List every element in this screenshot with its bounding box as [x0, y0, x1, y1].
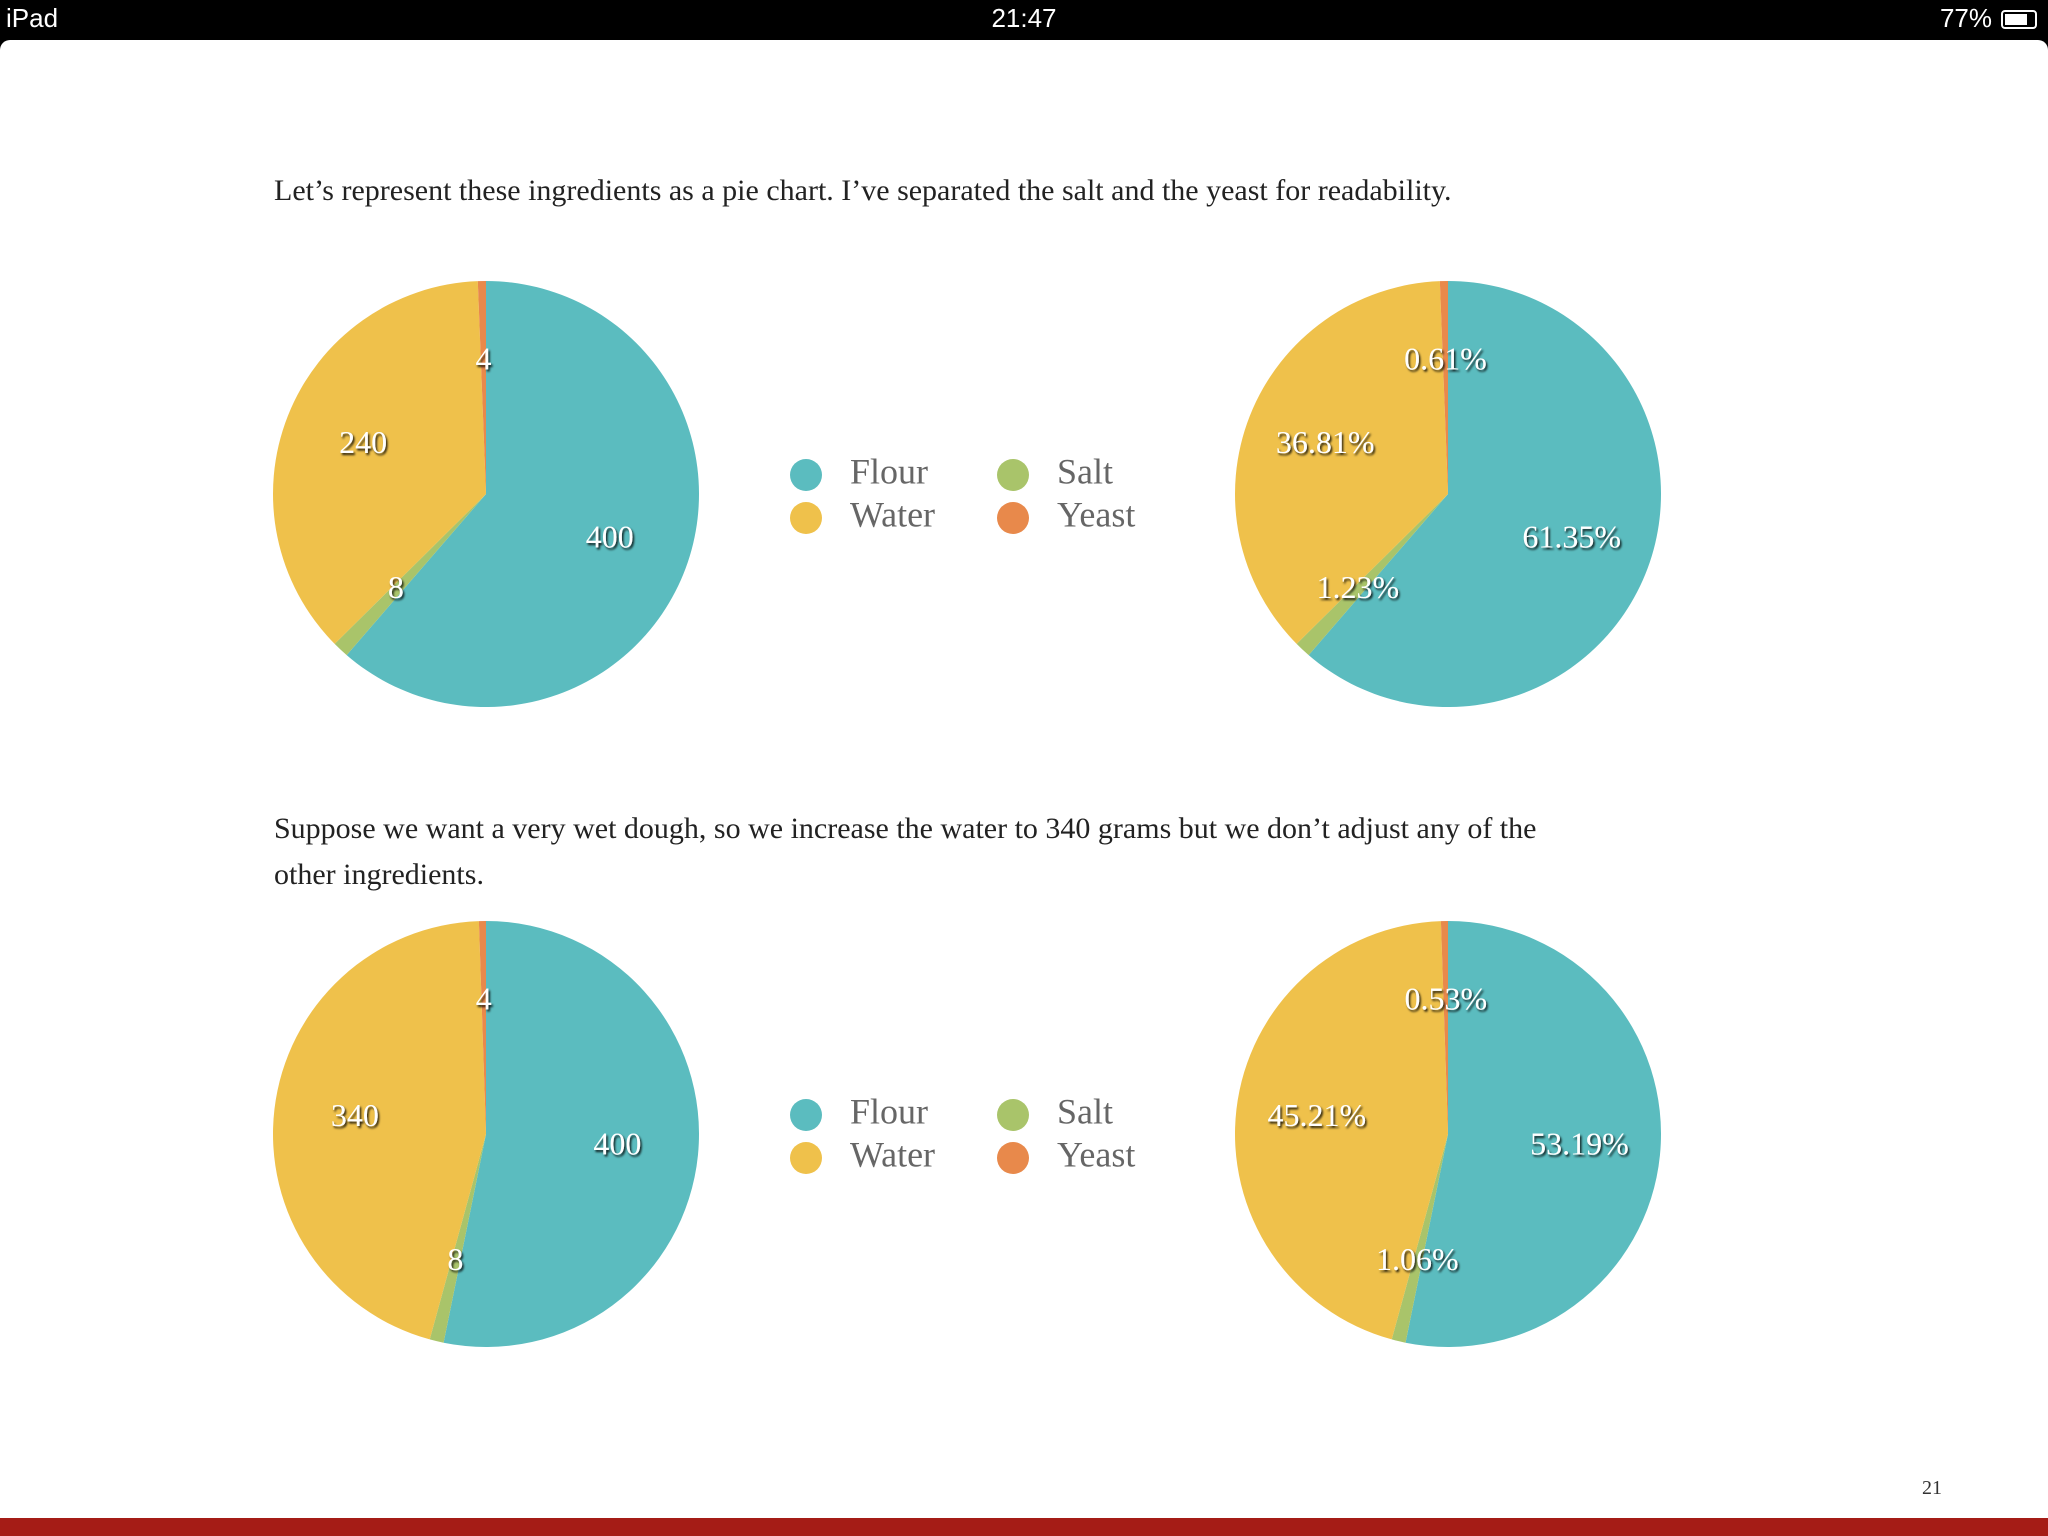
- pie-slice: [443, 921, 699, 1347]
- battery-level: 77%: [1940, 3, 1992, 33]
- legend-marker: [997, 502, 1029, 534]
- pie-slice: [1439, 281, 1448, 494]
- legend-label: Flour: [850, 451, 928, 491]
- data-label: 53.19%: [1530, 1126, 1629, 1162]
- data-label: 8: [447, 1241, 463, 1277]
- pie-slice: [478, 921, 486, 1134]
- pie-slice: [334, 494, 486, 656]
- data-label: 4: [475, 340, 491, 376]
- book-page: [0, 40, 2048, 1536]
- data-label: 400: [593, 1126, 641, 1162]
- data-label: 400: [586, 518, 634, 554]
- legend-label: Flour: [850, 1091, 928, 1131]
- legend-label: Yeast: [1057, 494, 1135, 534]
- data-label: 340: [331, 1097, 379, 1133]
- legend-marker: [790, 1142, 822, 1174]
- pie-slice: [273, 921, 486, 1340]
- legend-marker: [790, 502, 822, 534]
- page-number: 21: [1922, 1477, 1942, 1499]
- legend-marker: [997, 459, 1029, 491]
- pie-slice: [1235, 921, 1448, 1340]
- data-label: 8: [388, 569, 404, 605]
- data-label: 1.23%: [1316, 569, 1399, 605]
- pie-slice: [429, 1134, 486, 1343]
- pie-slice: [1440, 921, 1448, 1134]
- clock: 21:47: [991, 3, 1056, 33]
- legend-label: Yeast: [1057, 1134, 1135, 1174]
- legend-marker: [790, 1099, 822, 1131]
- device-name: iPad: [6, 3, 58, 33]
- status-bar: [0, 0, 2048, 40]
- legend-marker: [790, 459, 822, 491]
- paragraph: Suppose we want a very wet dough, so we …: [274, 812, 1536, 845]
- pie-slice: [1391, 1134, 1448, 1343]
- battery-fill: [2005, 14, 2027, 25]
- paragraph: Let’s represent these ingredients as a p…: [274, 174, 1452, 207]
- battery-icon: [2001, 10, 2037, 29]
- legend-label: Water: [850, 494, 935, 534]
- data-label: 4: [476, 980, 492, 1016]
- legend-label: Water: [850, 1134, 935, 1174]
- paragraph: other ingredients.: [274, 858, 484, 891]
- pie-slice: [1405, 921, 1661, 1347]
- legend-marker: [997, 1142, 1029, 1174]
- pie-slice: [1235, 281, 1448, 644]
- pie-slice: [273, 281, 486, 644]
- data-label: 45.21%: [1268, 1097, 1367, 1133]
- legend-marker: [997, 1099, 1029, 1131]
- data-label: 61.35%: [1522, 518, 1621, 554]
- progress-bar: [0, 1518, 2048, 1536]
- data-label: 240: [339, 424, 387, 460]
- data-label: 36.81%: [1276, 424, 1375, 460]
- data-label: 0.61%: [1404, 340, 1487, 376]
- legend-label: Salt: [1057, 1091, 1113, 1131]
- data-label: 0.53%: [1404, 980, 1487, 1016]
- legend-label: Salt: [1057, 451, 1113, 491]
- pie-slice: [1308, 281, 1661, 708]
- pie-slice: [1296, 494, 1448, 656]
- pie-slice: [346, 281, 700, 708]
- pie-slice: [477, 281, 486, 494]
- data-label: 1.06%: [1376, 1241, 1459, 1277]
